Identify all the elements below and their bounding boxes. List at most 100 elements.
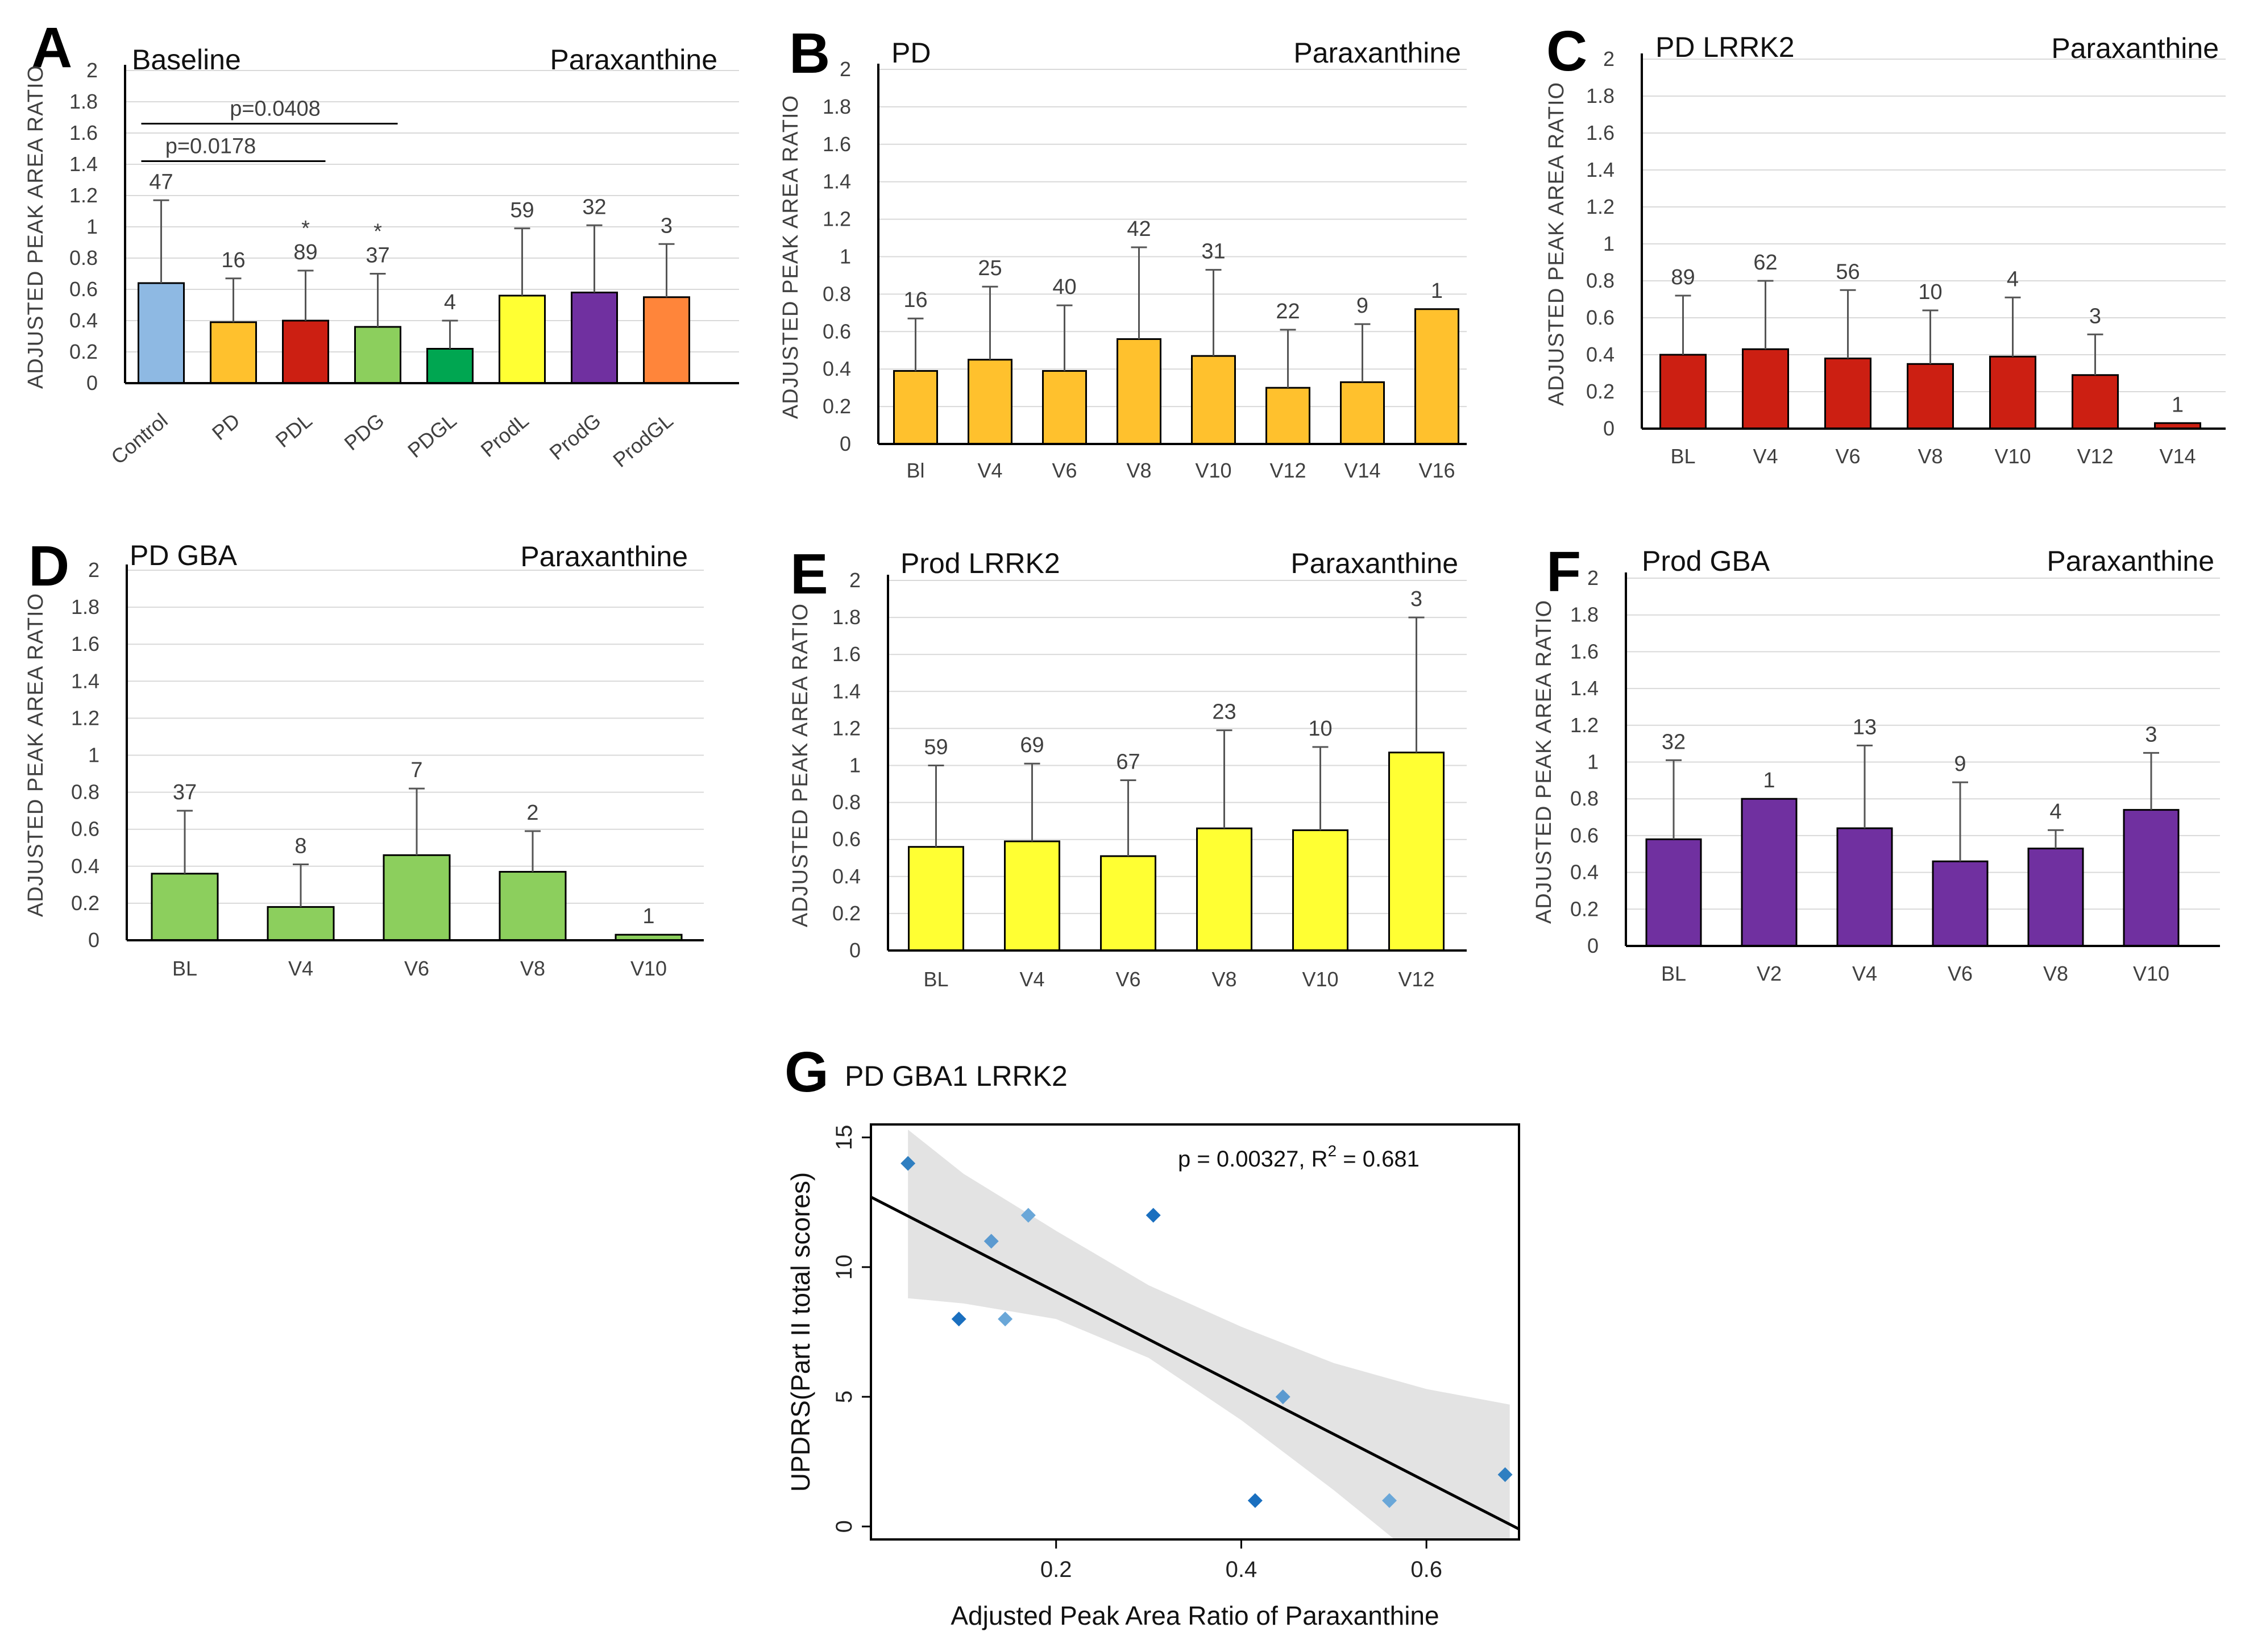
y-tick-label: 10: [832, 1255, 857, 1280]
y-tick-label: 2: [1587, 566, 1599, 590]
y-tick-label: 15: [832, 1125, 857, 1151]
n-label: 40: [1052, 275, 1076, 299]
n-label: 3: [1410, 587, 1422, 611]
x-tick-label: BL: [1661, 962, 1686, 985]
y-axis-label: ADJUSTED PEAK AREA RATIO: [1545, 82, 1568, 406]
data-point: [1020, 1207, 1036, 1223]
y-tick-label: 1: [1587, 750, 1599, 774]
bar-V8: [1196, 827, 1252, 952]
stats-superscript: 2: [1328, 1142, 1337, 1160]
n-label: 89: [293, 240, 317, 264]
n-label: 1: [2172, 393, 2184, 417]
bar-PD: [210, 321, 257, 384]
bar-V12: [2072, 374, 2119, 430]
y-tick-label: 0.4: [69, 309, 98, 332]
bar-V10: [1989, 355, 2036, 430]
bar-V10: [2123, 809, 2180, 947]
significance-mark: *: [374, 220, 382, 244]
y-tick-label: 1.2: [823, 207, 851, 231]
x-tick-label: 0.4: [1226, 1557, 1258, 1582]
bar-Bl: [893, 370, 938, 445]
y-tick-label: 0.2: [71, 891, 99, 915]
y-tick-label: 1.6: [71, 632, 99, 655]
bar-PDL: [282, 319, 329, 384]
x-tick-label: V8: [520, 957, 545, 980]
y-tick-label: 1: [849, 754, 861, 777]
x-tick-label: V12: [1269, 459, 1306, 482]
n-label: 22: [1276, 300, 1300, 323]
panel-letter: B: [789, 22, 830, 85]
x-tick-label: V10: [2133, 962, 2169, 985]
x-tick-label: BL: [1670, 445, 1695, 468]
x-tick-label: V10: [630, 957, 667, 980]
x-tick-label: ProdG: [545, 409, 605, 464]
bar-V10: [1191, 355, 1236, 445]
n-label: 3: [2145, 723, 2157, 746]
bar-V8: [2027, 848, 2084, 947]
bar-V4: [1742, 348, 1789, 430]
panel-title: Prod GBA: [1642, 545, 1770, 577]
y-tick-label: 1.6: [1570, 640, 1599, 663]
x-tick-label: V14: [2159, 445, 2196, 468]
y-tick-label: 1.2: [71, 706, 99, 729]
y-tick-label: 1.4: [1570, 676, 1599, 700]
data-point: [998, 1311, 1013, 1327]
n-label: 59: [510, 198, 534, 222]
x-axis-label: Adjusted Peak Area Ratio of Paraxanthine: [951, 1601, 1439, 1630]
n-label: 37: [173, 781, 197, 804]
n-label: 4: [2049, 800, 2061, 824]
n-label: 9: [1356, 294, 1368, 318]
p-value-label: p=0.0178: [165, 135, 256, 159]
panel-title: PD GBA1 LRRK2: [845, 1060, 1068, 1092]
y-tick-label: 1.4: [71, 669, 99, 692]
y-axis-label: ADJUSTED PEAK AREA RATIO: [1532, 600, 1556, 924]
y-tick-label: 0.4: [1570, 861, 1599, 884]
y-tick-label: 1.6: [69, 121, 98, 144]
y-tick-label: 0: [88, 928, 99, 952]
x-tick-label: V16: [1418, 459, 1455, 482]
bar-V4: [267, 906, 335, 941]
bar-V10: [1292, 829, 1348, 952]
bar-BL: [151, 873, 219, 941]
n-label: 10: [1308, 717, 1332, 741]
bar-V6: [1824, 358, 1871, 430]
panel-F: F Prod GBA Paraxanthine ADJUSTED PEAK AREA …: [1532, 540, 2220, 985]
y-tick-label: 1.6: [832, 642, 861, 666]
y-tick-label: 1: [1603, 232, 1615, 255]
panel-G: G PD GBA1 LRRK2 0.2 0.4 0.6 0 5 10 15 Adjusted Pe…: [785, 1040, 1520, 1630]
y-tick-label: 2: [86, 59, 98, 82]
panel-title: PD LRRK2: [1655, 31, 1795, 63]
n-label: 13: [1853, 715, 1877, 739]
bar-V6: [383, 854, 451, 941]
bar-V6: [1042, 370, 1087, 445]
y-axis-label: ADJUSTED PEAK AREA RATIO: [24, 65, 48, 389]
n-label: 1: [642, 904, 654, 928]
n-label: 1: [1431, 279, 1443, 303]
panel-letter: A: [31, 16, 72, 80]
panel-letter: C: [1546, 19, 1587, 83]
y-axis-label: ADJUSTED PEAK AREA RATIO: [24, 593, 48, 917]
bar-ProdGL: [643, 296, 690, 384]
y-tick-label: 0.6: [69, 277, 98, 301]
y-axis-label: UPDRS(Part II total scores): [786, 1172, 815, 1492]
y-tick-label: 2: [88, 558, 99, 582]
compound-label: Paraxanthine: [1290, 547, 1458, 579]
x-tick-label: BL: [923, 968, 948, 991]
panel-title: PD GBA: [130, 539, 238, 571]
data-point: [1247, 1493, 1263, 1508]
bar-V8: [1117, 338, 1161, 445]
n-label: 89: [1671, 265, 1695, 289]
bar-V8: [1907, 363, 1954, 430]
x-tick-label: PDL: [271, 409, 317, 452]
compound-label: Paraxanthine: [520, 541, 688, 572]
data-point: [951, 1311, 966, 1327]
x-tick-label: V8: [2043, 962, 2068, 985]
y-tick-label: 1.6: [1586, 121, 1615, 144]
bar-ProdL: [499, 294, 546, 384]
y-tick-label: 0.4: [823, 357, 851, 380]
regression-line: [871, 1196, 1519, 1530]
x-tick-label: ProdL: [476, 409, 533, 462]
y-tick-label: 0.4: [832, 865, 861, 888]
